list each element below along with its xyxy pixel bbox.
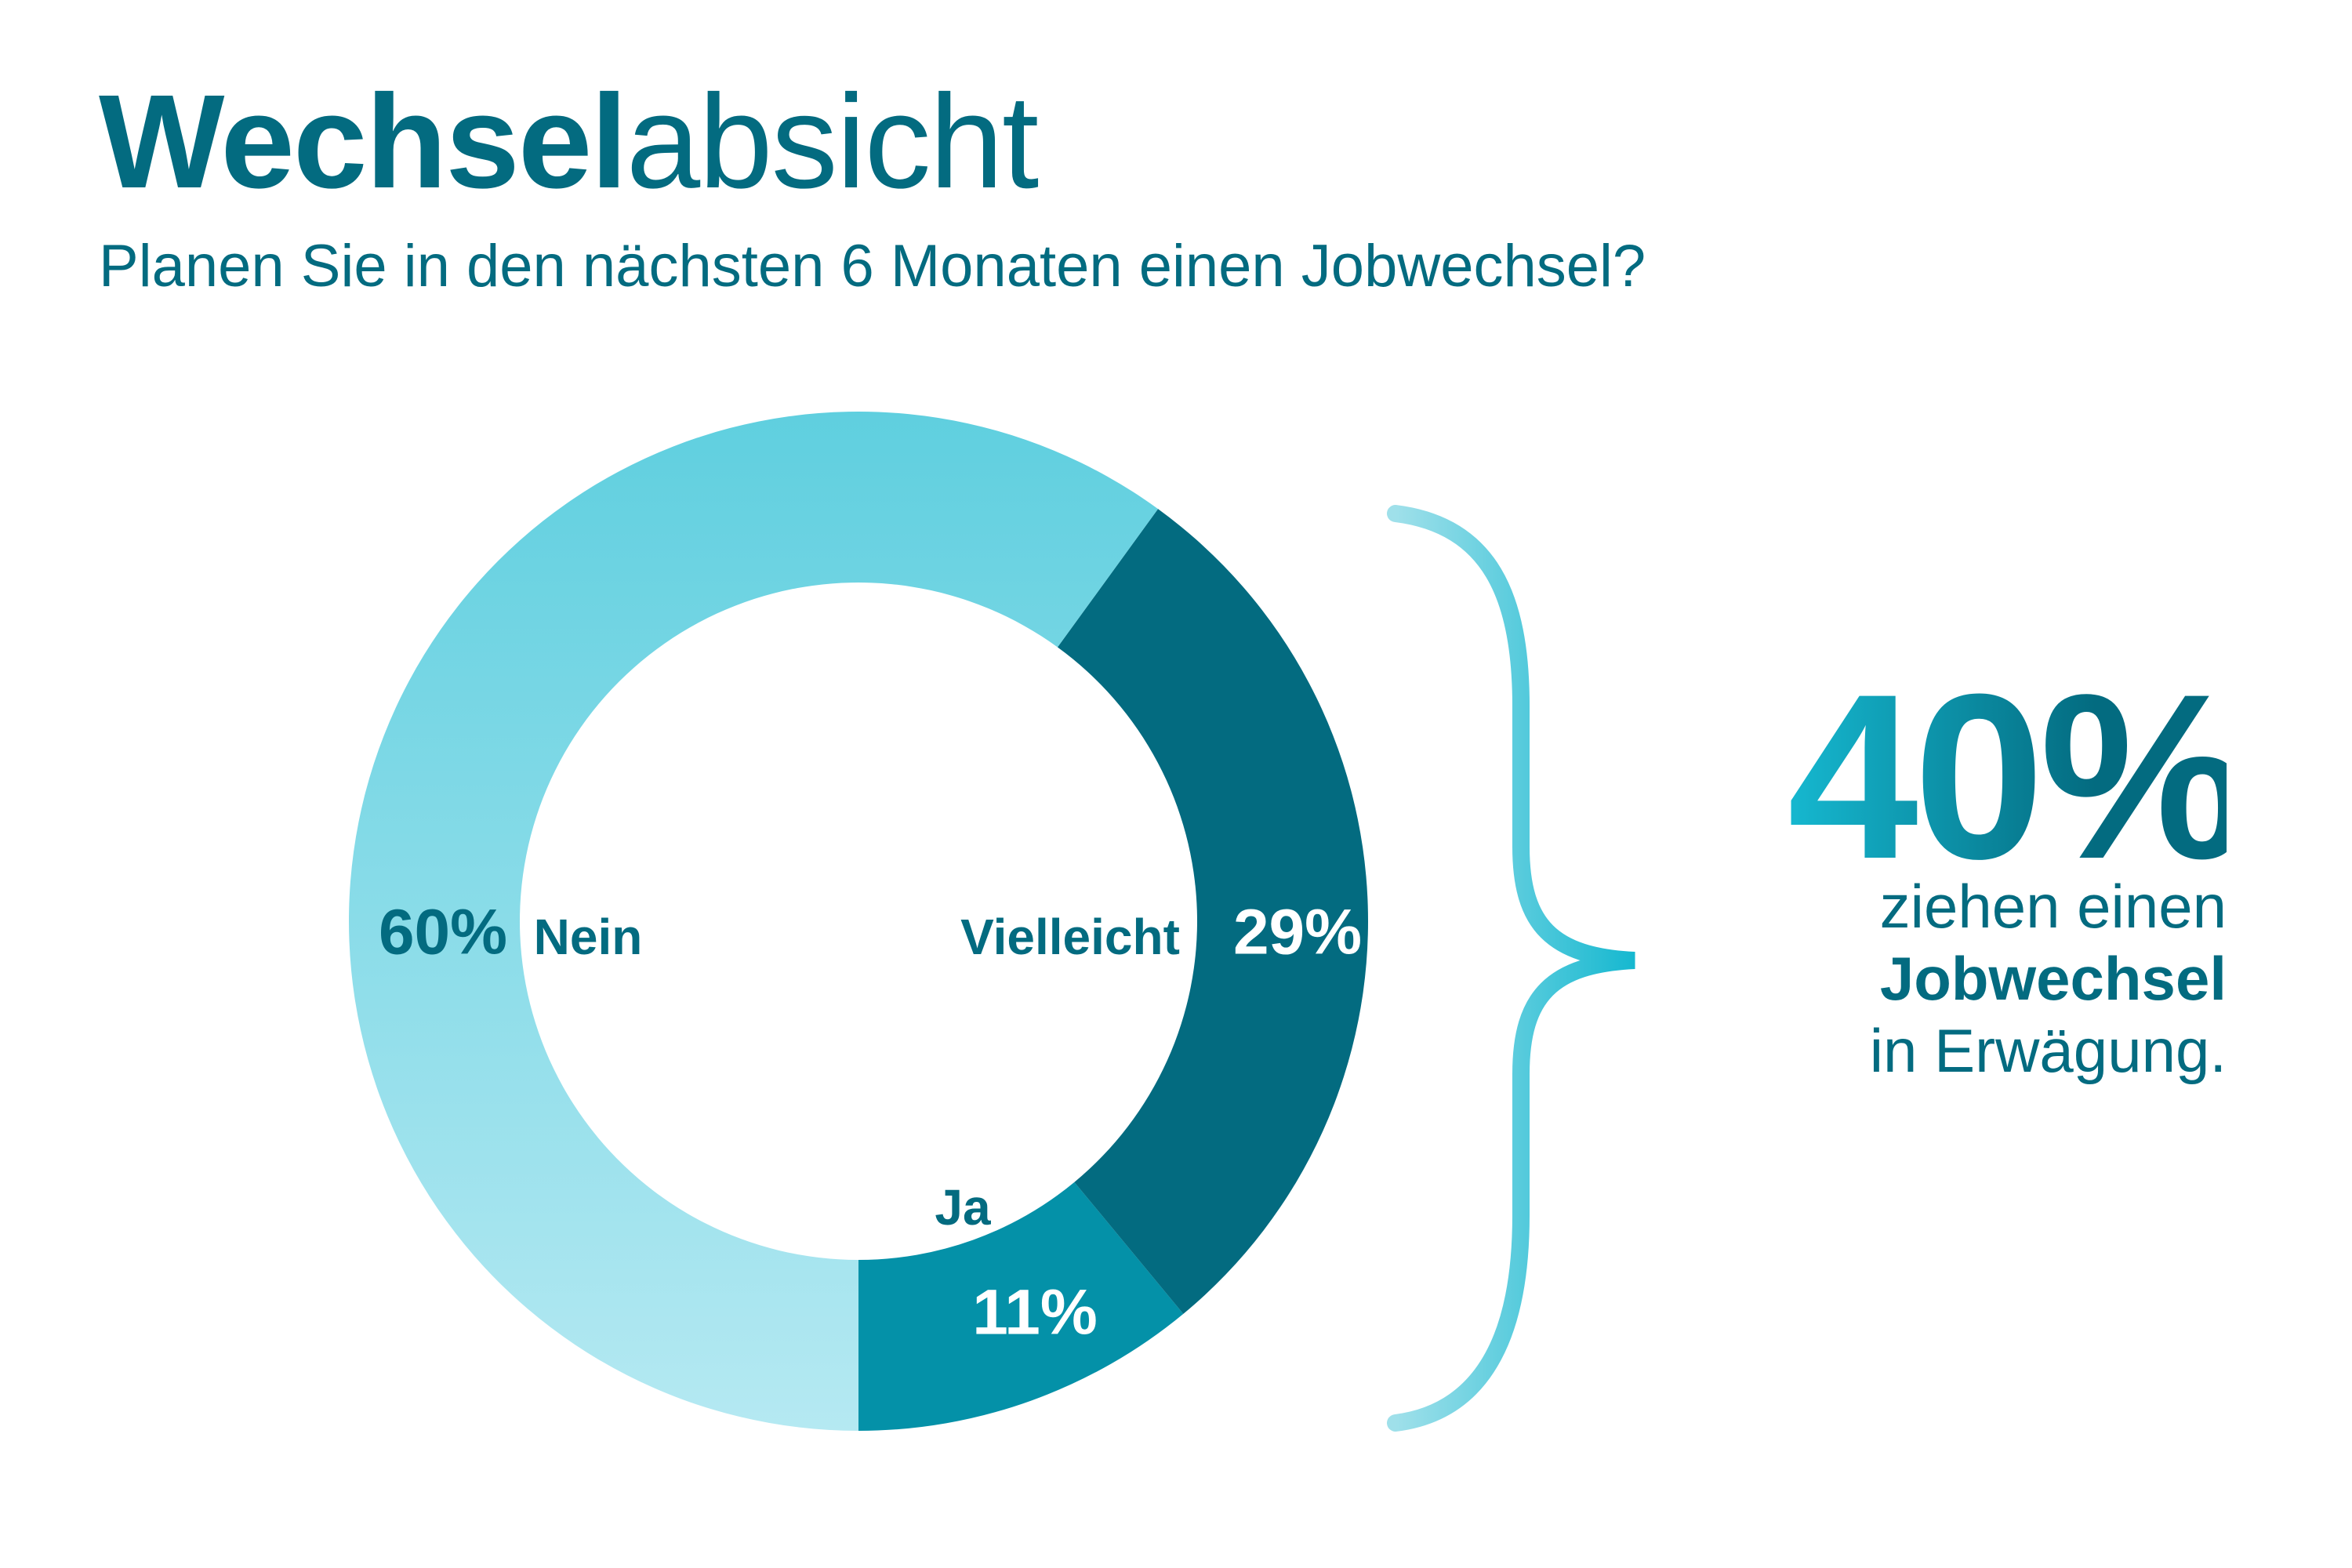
summary-percentage: 40% xyxy=(1788,644,2249,908)
curly-brace xyxy=(1387,505,1635,1432)
category-label-nein: Nein xyxy=(534,909,643,965)
summary-note: ziehen einen Jobwechsel in Erwägung. xyxy=(1725,870,2227,1087)
title-light: absicht xyxy=(626,67,1040,216)
slice-vielleicht xyxy=(1057,509,1368,1314)
chart-subtitle: Planen Sie in den nächsten 6 Monaten ein… xyxy=(99,233,1646,299)
title-bold: Wechsel xyxy=(99,67,628,216)
value-label-nein: 60% xyxy=(379,897,507,968)
summary-line-2: Jobwechsel xyxy=(1879,944,2227,1013)
summary-line-1: ziehen einen xyxy=(1879,872,2227,941)
category-label-ja: Ja xyxy=(935,1179,991,1236)
slice-ja xyxy=(858,1181,1184,1431)
summary-line-3: in Erwägung. xyxy=(1869,1016,2227,1085)
value-label-vielleicht: 29% xyxy=(1233,897,1362,968)
category-label-vielleicht: Vielleicht xyxy=(960,909,1180,965)
value-label-ja: 11% xyxy=(972,1277,1098,1348)
slice-nein xyxy=(348,411,1159,1431)
chart-title: Wechselabsicht xyxy=(99,75,1039,209)
